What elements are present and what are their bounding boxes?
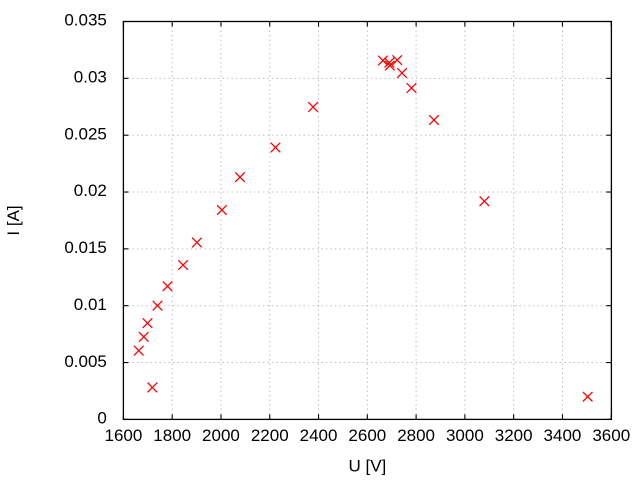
svg-text:2400: 2400 xyxy=(300,426,338,445)
svg-text:3400: 3400 xyxy=(544,426,582,445)
svg-text:2800: 2800 xyxy=(397,426,435,445)
svg-text:0.025: 0.025 xyxy=(64,124,107,143)
svg-text:0.005: 0.005 xyxy=(64,352,107,371)
svg-text:2600: 2600 xyxy=(348,426,386,445)
svg-text:3000: 3000 xyxy=(446,426,484,445)
svg-text:2200: 2200 xyxy=(251,426,289,445)
svg-text:0.015: 0.015 xyxy=(64,238,107,257)
svg-text:0.03: 0.03 xyxy=(74,68,107,87)
svg-text:2000: 2000 xyxy=(202,426,240,445)
svg-text:0: 0 xyxy=(97,409,106,428)
svg-text:U [V]: U [V] xyxy=(349,456,387,475)
svg-text:1600: 1600 xyxy=(104,426,142,445)
svg-text:0.01: 0.01 xyxy=(74,295,107,314)
svg-text:0.02: 0.02 xyxy=(74,181,107,200)
svg-text:3600: 3600 xyxy=(592,426,630,445)
svg-text:I [A]: I [A] xyxy=(4,205,23,235)
svg-text:0.035: 0.035 xyxy=(64,11,107,30)
svg-text:3200: 3200 xyxy=(495,426,533,445)
svg-text:1800: 1800 xyxy=(153,426,191,445)
